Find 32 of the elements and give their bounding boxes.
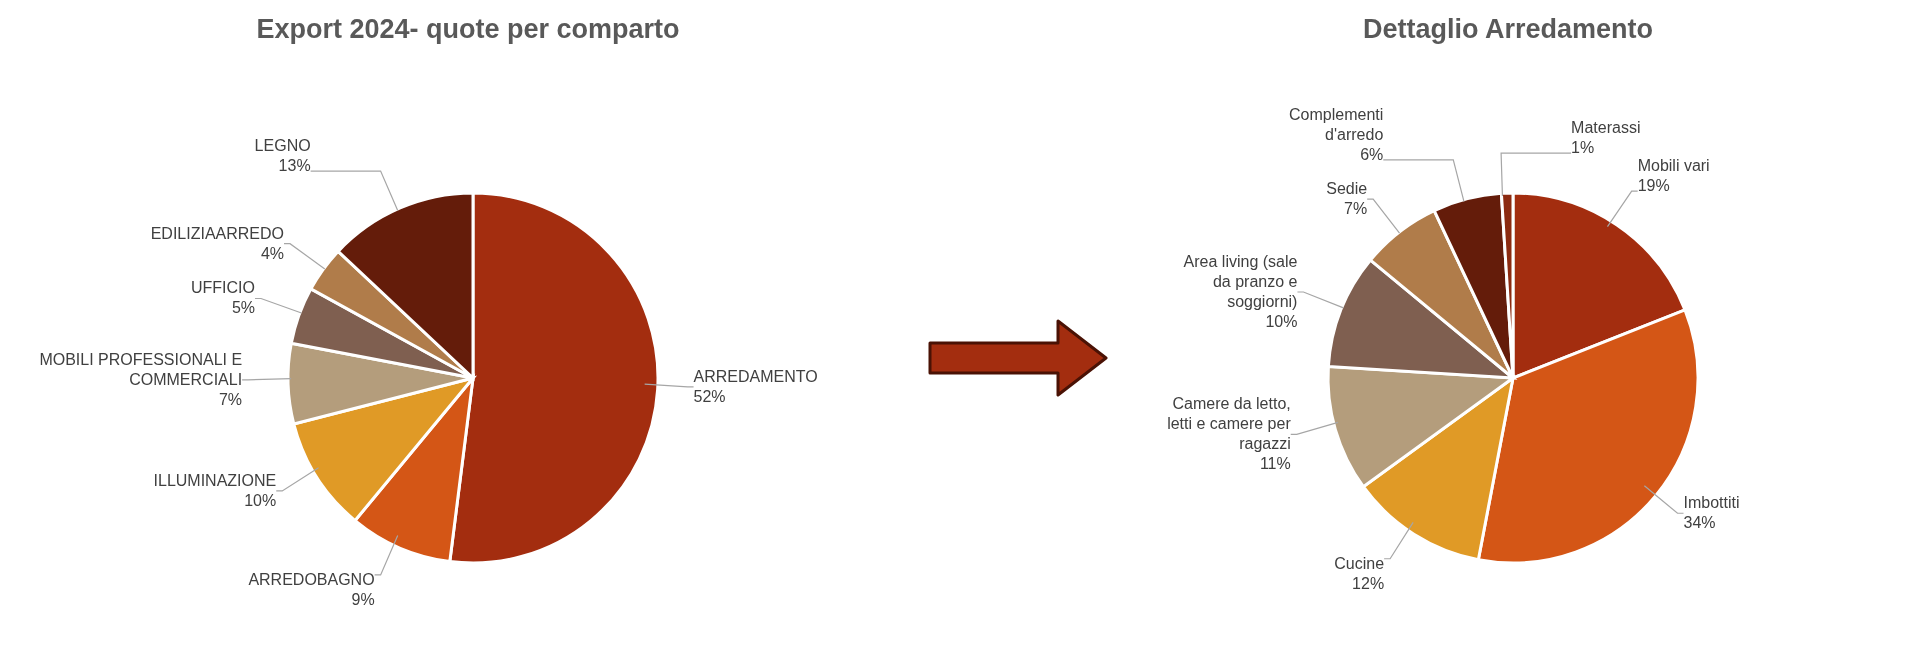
data-label: 7% (218, 390, 243, 408)
slice-label: Area living (sale da pranzo e soggiorni) (1183, 253, 1298, 311)
slice-label: Mobili vari (1637, 157, 1710, 175)
data-label: 1% (1571, 139, 1595, 157)
chart-title: Dettaglio Arredamento (1361, 14, 1654, 45)
data-label: 5% (231, 299, 256, 317)
slice-label: ILLUMINAZIONE (153, 471, 277, 489)
data-label: 11% (1259, 455, 1291, 473)
data-label: 6% (1360, 145, 1384, 163)
data-label: 7% (1344, 200, 1368, 218)
data-label: 10% (244, 491, 277, 509)
slice-label: ARREDOBAGNO (248, 570, 375, 588)
data-label: 52% (693, 387, 726, 405)
data-label: 34% (1683, 514, 1716, 532)
slice-label: Camere da letto, letti e camere per ragazzi (1167, 395, 1292, 453)
data-label: 10% (1265, 313, 1298, 331)
data-label: 19% (1637, 177, 1670, 195)
data-label: 13% (278, 157, 311, 175)
slice-label: Imbottiti (1683, 494, 1740, 512)
slice-label: Complementi d'arredo (1289, 105, 1384, 143)
chart-title: Export 2024- quote per comparto (255, 14, 681, 45)
data-label: 4% (260, 244, 285, 262)
slice-label: Cucine (1334, 554, 1385, 572)
slice-label: UFFICIO (191, 279, 256, 297)
slice-label: ARREDAMENTO (693, 367, 818, 385)
slice-label: LEGNO (254, 137, 311, 155)
slice-label: Sedie (1326, 180, 1368, 198)
slice-label: MOBILI PROFESSIONALI E COMMERCIALI (39, 350, 243, 388)
data-label: 9% (351, 590, 375, 608)
data-label: 12% (1352, 574, 1385, 592)
slice-label: Materassi (1571, 119, 1641, 137)
slice-label: EDILIZIAARREDO (150, 224, 285, 242)
